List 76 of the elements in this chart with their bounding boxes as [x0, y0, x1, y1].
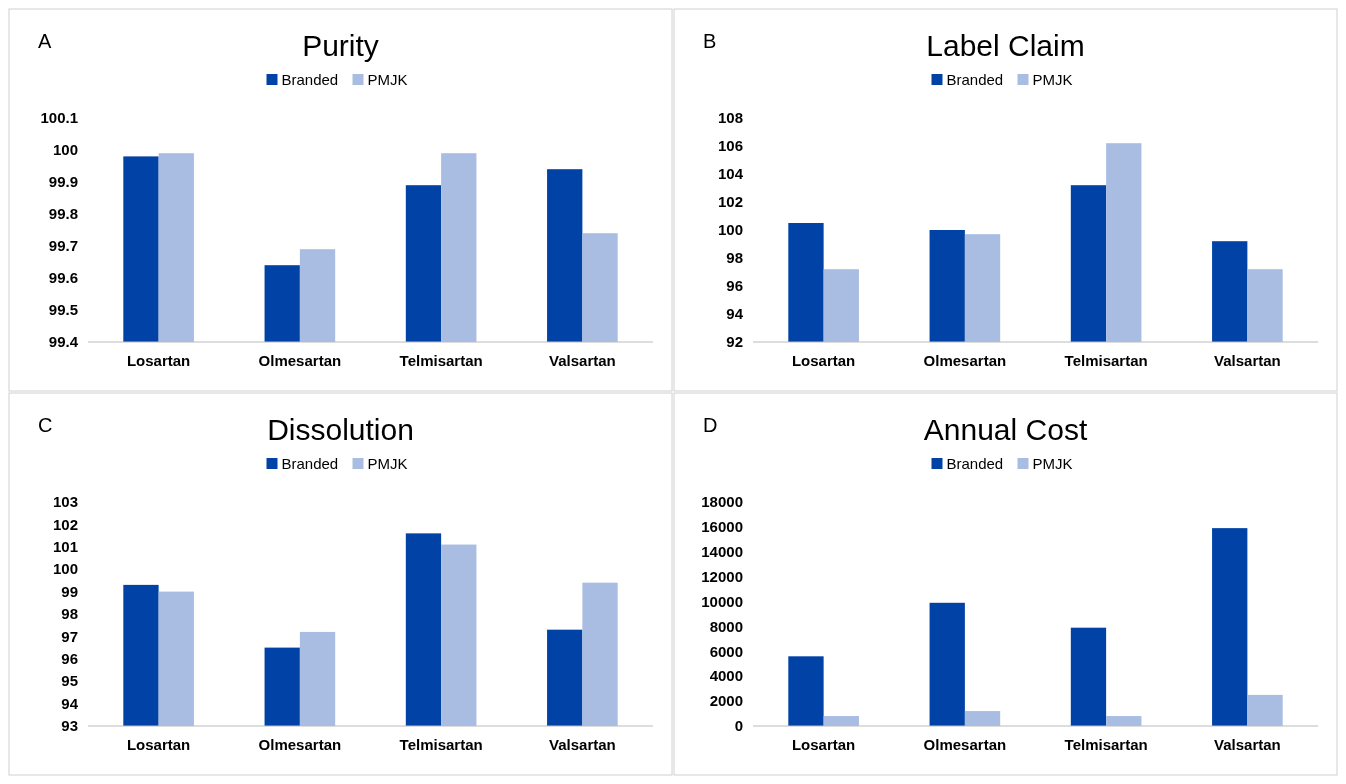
chart-title: Dissolution — [267, 413, 414, 446]
y-tick-label: 104 — [717, 165, 744, 183]
y-tick-label: 8000 — [709, 617, 743, 635]
text: C — [38, 414, 53, 436]
y-tick-label: 102 — [52, 515, 78, 533]
bar — [1070, 627, 1107, 726]
y-tick-label: 99.4 — [48, 333, 79, 351]
y-tick-label: 98 — [61, 605, 78, 623]
chart-title: Label Claim — [926, 29, 1085, 62]
bar — [1247, 694, 1283, 726]
y-tick-label: 94 — [726, 305, 744, 323]
y-tick-label: 98 — [726, 249, 743, 267]
y-tick-label: 6000 — [709, 642, 743, 660]
x-tick-label: Losartan — [126, 352, 191, 369]
legend-label: PMJK — [1032, 71, 1073, 89]
x-tick-label: Valsartan — [1214, 352, 1281, 369]
bar — [929, 602, 965, 726]
y-tick-label: 99.6 — [48, 269, 78, 287]
y-tick-label: 100 — [717, 221, 743, 239]
y-tick-label: 100 — [52, 141, 78, 159]
x-tick-label: Olmesartan — [258, 736, 342, 753]
y-tick-label: 92 — [726, 333, 743, 351]
x-tick-label: Valsartan — [1214, 736, 1281, 753]
x-tick-label: Valsartan — [549, 352, 616, 369]
x-tick-label: Telmisartan — [399, 352, 483, 369]
y-tick-label: 2000 — [709, 692, 743, 710]
y-tick-label: 18000 — [701, 493, 743, 511]
y-tick-label: 99.8 — [48, 205, 78, 223]
bar — [1212, 528, 1248, 726]
x-tick-label: Losartan — [791, 736, 856, 753]
text: D — [703, 414, 718, 436]
x-tick-label: Valsartan — [549, 736, 616, 753]
y-tick-label: 106 — [717, 137, 743, 155]
y-tick-label: 99.9 — [48, 173, 78, 191]
y-tick-label: 96 — [61, 650, 78, 668]
x-tick-label: Losartan — [126, 736, 191, 753]
y-tick-label: 103 — [52, 493, 78, 511]
y-tick-label: 4000 — [709, 667, 743, 685]
y-tick-label: 101 — [52, 538, 78, 556]
y-tick-label: 102 — [717, 193, 743, 211]
y-tick-label: 95 — [61, 672, 78, 690]
chart-title: Annual Cost — [923, 413, 1088, 446]
y-tick-label: 16000 — [701, 518, 743, 536]
x-tick-label: Olmesartan — [258, 352, 342, 369]
text: A — [38, 30, 52, 52]
y-tick-label: 93 — [61, 717, 78, 735]
y-tick-label: 10000 — [701, 592, 743, 610]
y-tick-label: 96 — [726, 277, 743, 295]
y-tick-label: 99.7 — [48, 237, 78, 255]
y-tick-label: 12000 — [701, 567, 743, 585]
legend-label: Branded — [946, 455, 1004, 473]
y-tick-label: 97 — [61, 627, 78, 645]
x-tick-label: Losartan — [791, 352, 856, 369]
bar — [964, 711, 1001, 726]
y-tick-label: 100 — [52, 560, 78, 578]
legend-label: Branded — [281, 71, 339, 89]
chart-title: Purity — [302, 29, 379, 62]
x-tick-label: Telmisartan — [1064, 352, 1148, 369]
bar — [788, 656, 824, 726]
x-tick-label: Telmisartan — [399, 736, 483, 753]
y-tick-label: 100.1 — [40, 109, 78, 127]
text: B — [703, 30, 717, 52]
legend-label: PMJK — [367, 455, 408, 473]
x-tick-label: Olmesartan — [923, 352, 1007, 369]
legend-label: Branded — [946, 71, 1004, 89]
legend-label: Branded — [281, 455, 339, 473]
y-tick-label: 99.5 — [48, 301, 78, 319]
y-tick-label: 94 — [61, 694, 79, 712]
legend-label: PMJK — [1032, 455, 1073, 473]
x-tick-label: Telmisartan — [1064, 736, 1148, 753]
legend-label: PMJK — [367, 71, 408, 89]
y-tick-label: 108 — [717, 109, 743, 127]
y-tick-label: 14000 — [701, 543, 743, 561]
y-tick-label: 99 — [61, 582, 78, 600]
x-tick-label: Olmesartan — [923, 736, 1007, 753]
y-tick-label: 0 — [734, 717, 743, 735]
